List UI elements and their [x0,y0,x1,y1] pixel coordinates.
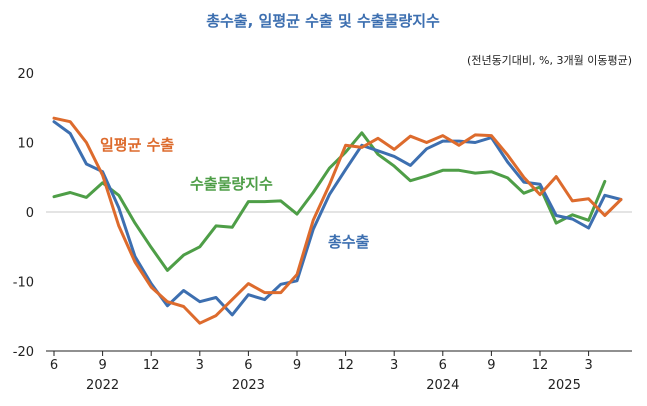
x-tick-label: 6 [244,358,252,373]
y-tick-label: 10 [17,137,34,152]
x-tick-label: 3 [584,358,592,373]
y-tick-label: -20 [13,345,34,360]
x-tick-label: 3 [390,358,398,373]
x-tick-label: 12 [532,358,549,373]
x-tick-label: 6 [50,358,58,373]
label-volume-index: 수출물량지수 [190,175,273,193]
year-label: 2024 [426,378,459,393]
series-line-volume-index [52,131,607,272]
x-tick-label: 6 [439,358,447,373]
series-line-total-export [52,120,623,317]
plot-area [52,116,623,325]
y-axis: 20 10 0 -10 -20 [13,67,632,360]
y-tick-label: -10 [13,276,34,291]
label-total-export: 총수출 [328,233,370,251]
series-line-daily-avg-export [52,116,623,325]
x-tick-label: 12 [143,358,160,373]
label-daily-avg-export: 일평균 수출 [100,136,174,154]
x-tick-label: 9 [293,358,301,373]
x-tick-label: 3 [196,358,204,373]
year-label: 2022 [86,378,119,393]
year-label: 2025 [548,378,581,393]
x-tick-label: 9 [487,358,495,373]
x-axis: 6 9 12 3 6 9 12 3 6 9 12 3 2022 2023 2024 2025 [46,350,632,393]
y-tick-label: 0 [26,206,34,221]
x-tick-label: 12 [337,358,354,373]
x-tick-label: 9 [98,358,106,373]
year-label: 2023 [232,378,265,393]
y-tick-label: 20 [17,67,34,82]
chart-title: 총수출, 일평균 수출 및 수출물량지수 [206,12,440,30]
unit-note: (전년동기대비, %, 3개월 이동평균) [467,54,632,67]
